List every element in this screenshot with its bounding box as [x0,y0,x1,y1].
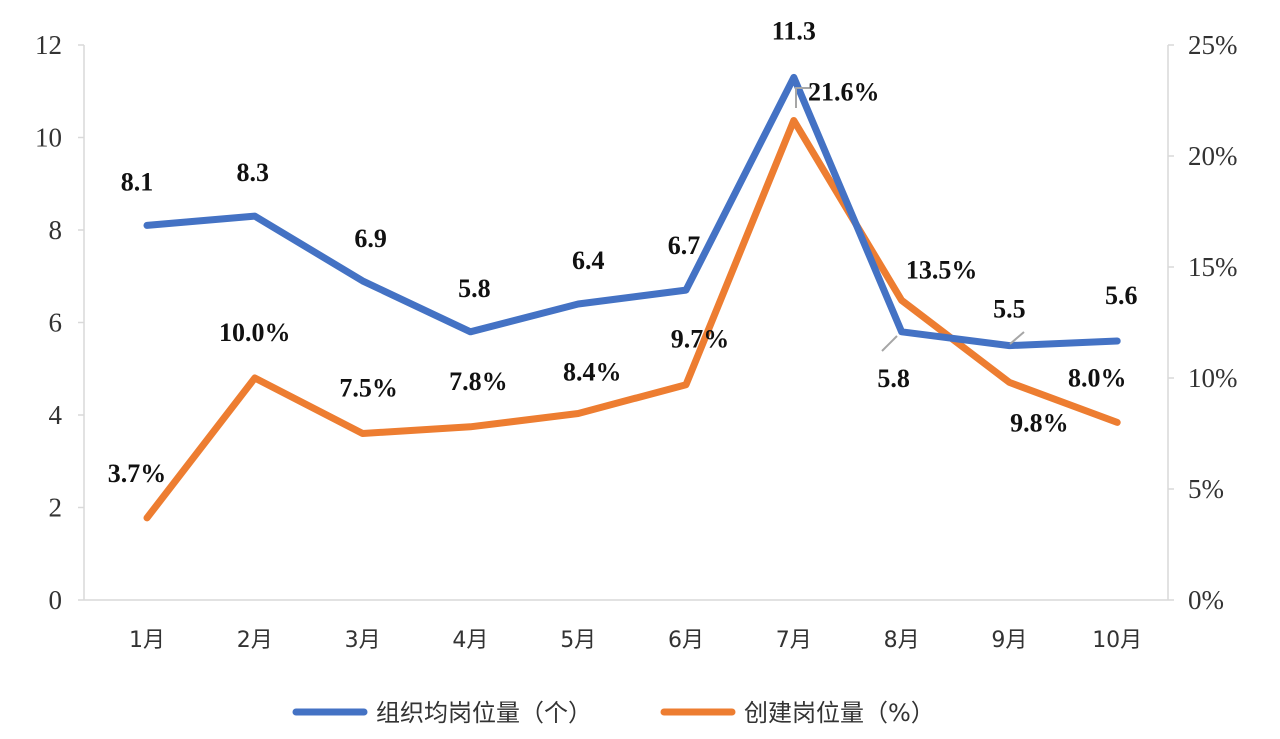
series-line-org-avg-positions [143,73,1121,350]
data-labels: 8.1 8.3 6.9 5.8 6.4 6.7 11.3 5.8 5.5 5.6 3.7% 10.0%… [108,16,1138,487]
data-label: 5.6 [1105,281,1138,310]
right-tick-label: 0% [1188,585,1224,615]
data-label: 6.4 [572,246,605,275]
category-label: 1月 [129,628,165,653]
data-label: 9.7% [671,325,730,354]
right-tick-label: 20% [1188,141,1238,171]
leader-line [1009,331,1025,345]
category-label: 6月 [668,628,704,653]
category-label: 3月 [345,628,381,653]
left-tick-label: 4 [49,400,63,430]
data-label: 5.8 [877,364,910,393]
series-lines [143,73,1121,522]
right-tick-label: 5% [1188,474,1224,504]
left-tick-label: 2 [49,493,63,523]
right-tick-label: 25% [1188,30,1238,60]
data-label: 7.5% [339,374,398,403]
data-label: 11.3 [772,16,816,45]
series-line-created-positions-pct [143,117,1121,522]
category-label: 4月 [452,628,488,653]
leader-line [795,87,812,108]
category-label: 5月 [560,628,596,653]
data-label: 9.8% [1010,408,1069,437]
category-label: 9月 [991,628,1027,653]
left-tick-label: 12 [35,30,62,60]
left-tick-label: 8 [49,215,63,245]
right-tick-label: 15% [1188,252,1238,282]
legend-label: 创建岗位量（%） [744,699,935,727]
legend: 组织均岗位量（个） 创建岗位量（%） [292,699,935,727]
left-tick-label: 0 [49,585,63,615]
data-label: 8.1 [121,167,154,196]
data-label: 8.4% [563,358,622,387]
data-label: 5.5 [993,295,1026,324]
right-tick-label: 10% [1188,363,1238,393]
category-label: 7月 [776,628,812,653]
data-label: 6.9 [354,224,387,253]
leader-line [881,335,898,352]
right-y-axis: 0% 5% 10% 15% 20% 25% [1168,30,1238,615]
label-leader-lines [795,87,1025,352]
data-label: 8.0% [1068,363,1127,392]
data-label: 5.8 [458,274,491,303]
legend-label: 组织均岗位量（个） [376,699,592,727]
x-axis: 1月 2月 3月 4月 5月 6月 7月 8月 9月 10月 [129,628,1142,653]
left-tick-label: 6 [49,308,63,338]
data-label: 7.8% [449,367,508,396]
data-label: 8.3 [237,158,270,187]
category-label: 8月 [884,628,920,653]
left-tick-label: 10 [35,123,62,153]
data-label: 13.5% [906,255,978,284]
data-label: 6.7 [668,231,701,260]
left-y-axis: 0 2 4 6 8 10 12 [35,30,84,615]
data-label: 21.6% [808,77,880,106]
category-label: 2月 [237,628,273,653]
data-label: 10.0% [219,318,291,347]
category-label: 10月 [1092,628,1142,653]
data-label: 3.7% [108,459,167,488]
